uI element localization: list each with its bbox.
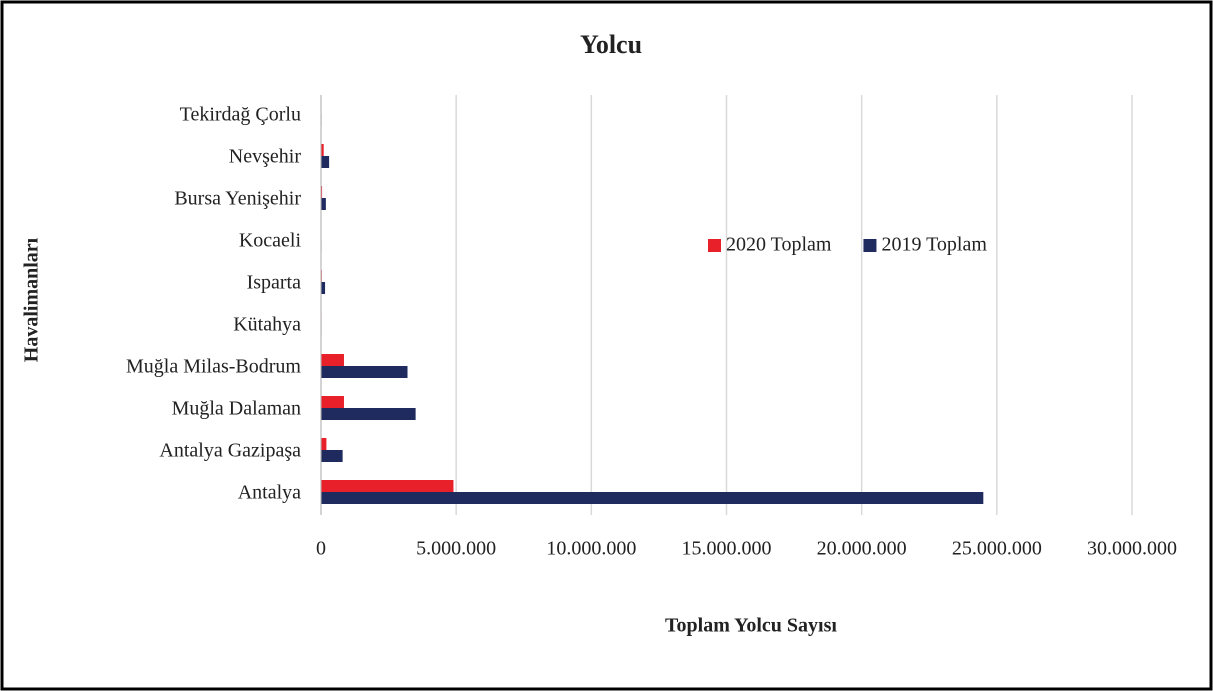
x-tick-label: 0 bbox=[316, 538, 326, 560]
y-tick-label: Antalya Gazipaşa bbox=[159, 440, 301, 462]
legend-swatch bbox=[708, 239, 721, 252]
bar bbox=[321, 396, 344, 408]
bar bbox=[321, 354, 344, 366]
bar bbox=[321, 144, 324, 156]
x-tick-label: 20.000.000 bbox=[817, 538, 907, 560]
bar bbox=[321, 198, 326, 210]
y-tick-label: Isparta bbox=[247, 272, 302, 294]
y-tick-label: Tekirdağ Çorlu bbox=[180, 104, 301, 126]
y-tick-label: Kütahya bbox=[233, 314, 301, 336]
bar bbox=[321, 438, 327, 450]
legend-label: 2020 Toplam bbox=[726, 234, 832, 256]
chart-title: Yolcu bbox=[580, 30, 642, 59]
legend-swatch bbox=[863, 239, 877, 252]
y-tick-label: Nevşehir bbox=[229, 146, 302, 168]
bar bbox=[321, 156, 330, 168]
x-tick-label: 25.000.000 bbox=[952, 538, 1042, 560]
y-tick-label: Antalya bbox=[238, 482, 301, 504]
x-axis-label: Toplam Yolcu Sayısı bbox=[665, 615, 837, 637]
bar bbox=[321, 366, 408, 378]
bar bbox=[321, 408, 416, 420]
y-tick-label: Muğla Dalaman bbox=[172, 398, 301, 420]
x-tick-label: 30.000.000 bbox=[1087, 538, 1177, 560]
x-tick-label: 5.000.000 bbox=[416, 538, 496, 560]
x-tick-label: 10.000.000 bbox=[546, 538, 636, 560]
x-tick-label: 15.000.000 bbox=[682, 538, 772, 560]
bar bbox=[321, 282, 326, 294]
bar bbox=[321, 450, 343, 462]
bar bbox=[321, 492, 984, 504]
legend-label: 2019 Toplam bbox=[881, 234, 987, 256]
y-tick-label: Muğla Milas-Bodrum bbox=[126, 356, 301, 378]
y-axis-label: Havalimanları bbox=[21, 237, 43, 362]
y-tick-label: Bursa Yenişehir bbox=[174, 188, 301, 210]
bar bbox=[321, 480, 454, 492]
y-tick-label: Kocaeli bbox=[239, 230, 302, 252]
bar bbox=[321, 186, 323, 198]
